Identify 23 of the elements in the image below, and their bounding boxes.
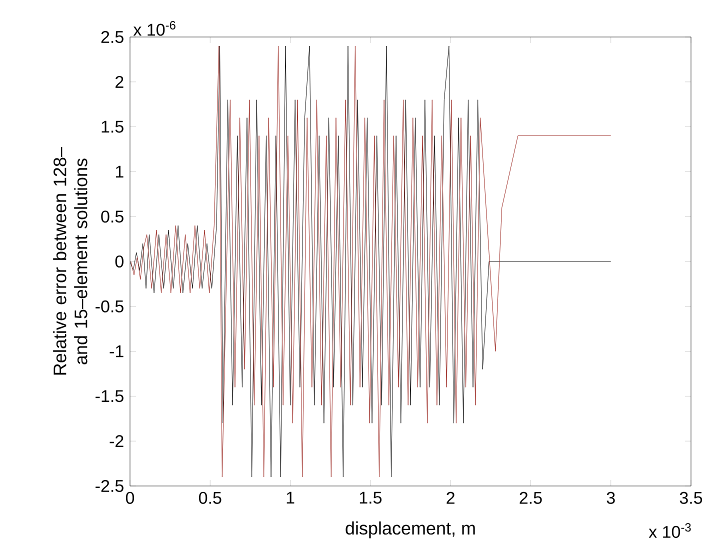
- x-tick-label: 2.5: [520, 492, 542, 504]
- x-tick-label: 2: [446, 492, 454, 504]
- y-tick-label: -2: [110, 435, 124, 448]
- y-tick-label: 1.5: [102, 120, 124, 133]
- x-tick-label: 1: [286, 492, 294, 504]
- y-tick-label: -0.5: [96, 300, 124, 312]
- y-tick-label: 1: [116, 166, 124, 178]
- x-tick-label: 3: [606, 492, 615, 504]
- y-tick-label: -2.5: [96, 480, 124, 492]
- x-tick-label: 0: [126, 492, 134, 504]
- x-tick-label: 0.5: [198, 492, 222, 504]
- x-tick-label: 1.5: [360, 492, 382, 504]
- y-tick-label: 0.5: [101, 210, 124, 223]
- y-tick-label: 2: [116, 76, 124, 88]
- x-axis-title: displacement, m: [346, 521, 475, 538]
- y-tick-label: 0: [115, 255, 124, 268]
- x-tick-label: 3.5: [680, 492, 702, 504]
- y-tick-label: 2.5: [101, 30, 124, 44]
- y-tick-label: -1: [110, 345, 124, 358]
- text: x 10$^{-6}$: [133, 21, 176, 36]
- text: x 10$^{-3}$: [648, 523, 691, 538]
- y-tick-label: -1.5: [96, 390, 124, 402]
- y-axis-title: Relative error between 128– and 15–element solutions: [53, 146, 88, 375]
